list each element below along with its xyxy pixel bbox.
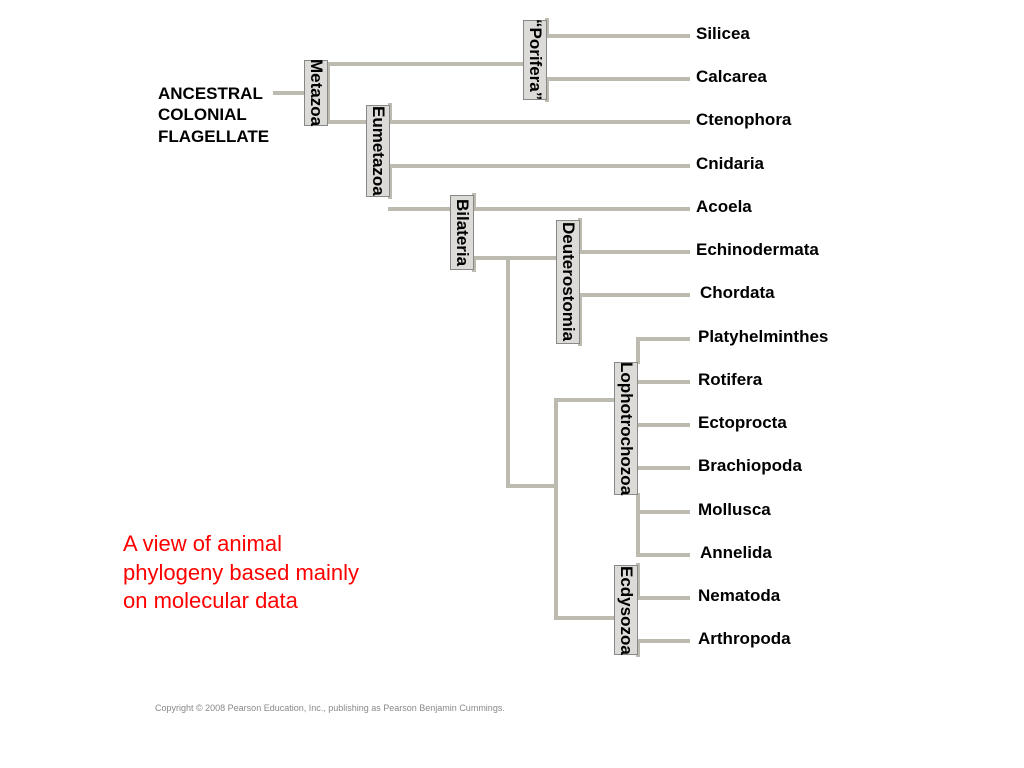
clade-box: Lophotrochozoa <box>614 362 638 495</box>
clade-label: Metazoa <box>306 59 326 126</box>
taxon-label: Calcarea <box>696 67 767 87</box>
taxon-label: Rotifera <box>698 370 762 390</box>
root-label: ANCESTRAL COLONIAL FLAGELLATE <box>158 83 269 147</box>
clade-box: Ecdysozoa <box>614 565 638 655</box>
caption-line3: on molecular data <box>123 588 298 613</box>
copyright: Copyright © 2008 Pearson Education, Inc.… <box>155 703 505 713</box>
clade-box: Deuterostomia <box>556 220 580 344</box>
clade-box: Metazoa <box>304 60 328 126</box>
clade-label: Deuterostomia <box>558 222 578 341</box>
taxon-label: Brachiopoda <box>698 456 802 476</box>
taxon-label: Echinodermata <box>696 240 819 260</box>
tree-lines <box>0 0 1024 768</box>
taxon-label: Ectoprocta <box>698 413 787 433</box>
clade-label: Lophotrochozoa <box>616 362 636 495</box>
copyright-text: Copyright © 2008 Pearson Education, Inc.… <box>155 703 505 713</box>
root-line2: COLONIAL <box>158 105 247 124</box>
clade-label: Bilateria <box>452 199 472 266</box>
caption-line1: A view of animal <box>123 531 282 556</box>
taxon-label: Arthropoda <box>698 629 791 649</box>
taxon-label: Nematoda <box>698 586 780 606</box>
caption: A view of animal phylogeny based mainly … <box>123 530 359 616</box>
taxon-label: Cnidaria <box>696 154 764 174</box>
clade-label: Eumetazoa <box>368 106 388 196</box>
root-line1: ANCESTRAL <box>158 84 263 103</box>
taxon-label: Platyhelminthes <box>698 327 828 347</box>
clade-box: Eumetazoa <box>366 105 390 197</box>
taxon-label: Ctenophora <box>696 110 791 130</box>
clade-box: “Porifera” <box>523 20 547 100</box>
clade-box: Bilateria <box>450 195 474 270</box>
clade-label: Ecdysozoa <box>616 566 636 655</box>
phylogeny-diagram: ANCESTRAL COLONIAL FLAGELLATE Metazoa “Po… <box>0 0 1024 768</box>
clade-label: “Porifera” <box>525 19 545 100</box>
taxon-label: Annelida <box>700 543 772 563</box>
taxon-label: Mollusca <box>698 500 771 520</box>
taxon-label: Silicea <box>696 24 750 44</box>
taxon-label: Acoela <box>696 197 752 217</box>
caption-line2: phylogeny based mainly <box>123 560 359 585</box>
taxon-label: Chordata <box>700 283 775 303</box>
root-line3: FLAGELLATE <box>158 127 269 146</box>
